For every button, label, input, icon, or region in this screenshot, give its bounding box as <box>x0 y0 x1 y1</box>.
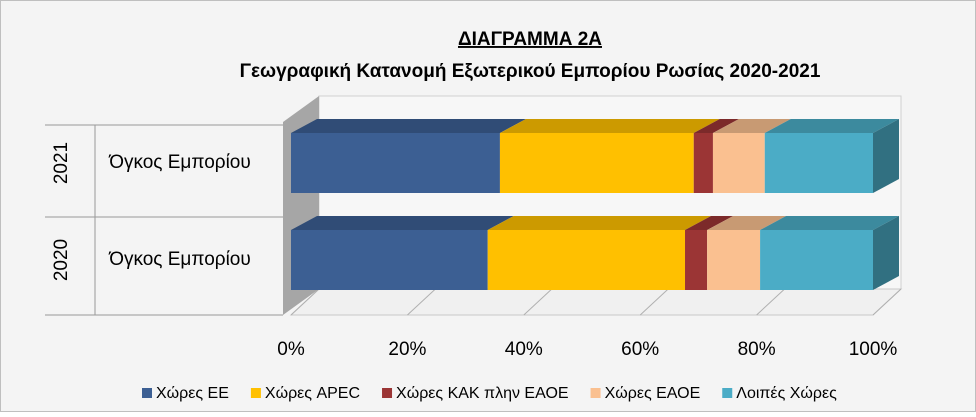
x-tick-label: 80% <box>738 339 776 360</box>
chart-title: ΔΙΑΓΡΑΜΜΑ 2Α <box>458 29 602 50</box>
grid-line <box>523 288 553 316</box>
bar-side <box>873 119 899 193</box>
group-label: 2020 <box>51 239 72 281</box>
bar-top <box>291 216 514 230</box>
bar <box>712 133 765 193</box>
chart-subtitle: Γεωγραφική Κατανομή Εξωτερικού Εμπορίου … <box>240 61 821 82</box>
x-tick-label: 20% <box>388 339 426 360</box>
bar-top <box>707 216 787 230</box>
legend-label: Χώρες ΕΕ <box>156 385 229 402</box>
legend-label: Χώρες ΕΑΟΕ <box>605 385 701 402</box>
legend-swatch <box>722 388 733 398</box>
legend-label: Λοιπές Χώρες <box>736 385 837 402</box>
bar <box>693 133 713 193</box>
x-tick-label: 40% <box>505 339 543 360</box>
bar-top <box>760 216 899 230</box>
bar-top <box>685 216 734 230</box>
bar <box>291 133 500 193</box>
legend-swatch <box>142 388 152 398</box>
bar-top <box>764 119 899 133</box>
bar-top <box>291 119 526 133</box>
grid-line <box>872 288 902 316</box>
bar-top <box>712 119 791 133</box>
x-tick-label: 0% <box>277 339 305 360</box>
bar-top <box>487 216 712 230</box>
x-tick-label: 60% <box>621 339 659 360</box>
group-label: 2021 <box>51 142 72 184</box>
bar <box>707 230 761 290</box>
bar <box>291 230 488 290</box>
category-label: Όγκος Εμπορίου <box>108 249 251 270</box>
grid-line <box>756 288 785 316</box>
bar-top <box>693 119 739 133</box>
legend-swatch <box>590 388 601 398</box>
legend-label: Χώρες ΚΑΚ πλην ΕΑΟΕ <box>396 385 569 402</box>
bar-side <box>873 216 899 290</box>
bar <box>760 230 873 290</box>
bar <box>764 133 873 193</box>
floor <box>289 288 903 316</box>
x-tick-label: 100% <box>849 339 898 360</box>
category-label: Όγκος Εμπορίου <box>108 152 251 173</box>
legend-swatch <box>382 388 393 398</box>
legend-label: Χώρες APEC <box>265 385 360 402</box>
bar <box>685 230 708 290</box>
grid-line <box>407 288 436 316</box>
grid-line <box>290 288 320 316</box>
legend-swatch <box>250 388 261 398</box>
bar <box>499 133 694 193</box>
bar <box>487 230 686 290</box>
bar-top <box>499 119 720 133</box>
grid-line <box>639 288 669 316</box>
